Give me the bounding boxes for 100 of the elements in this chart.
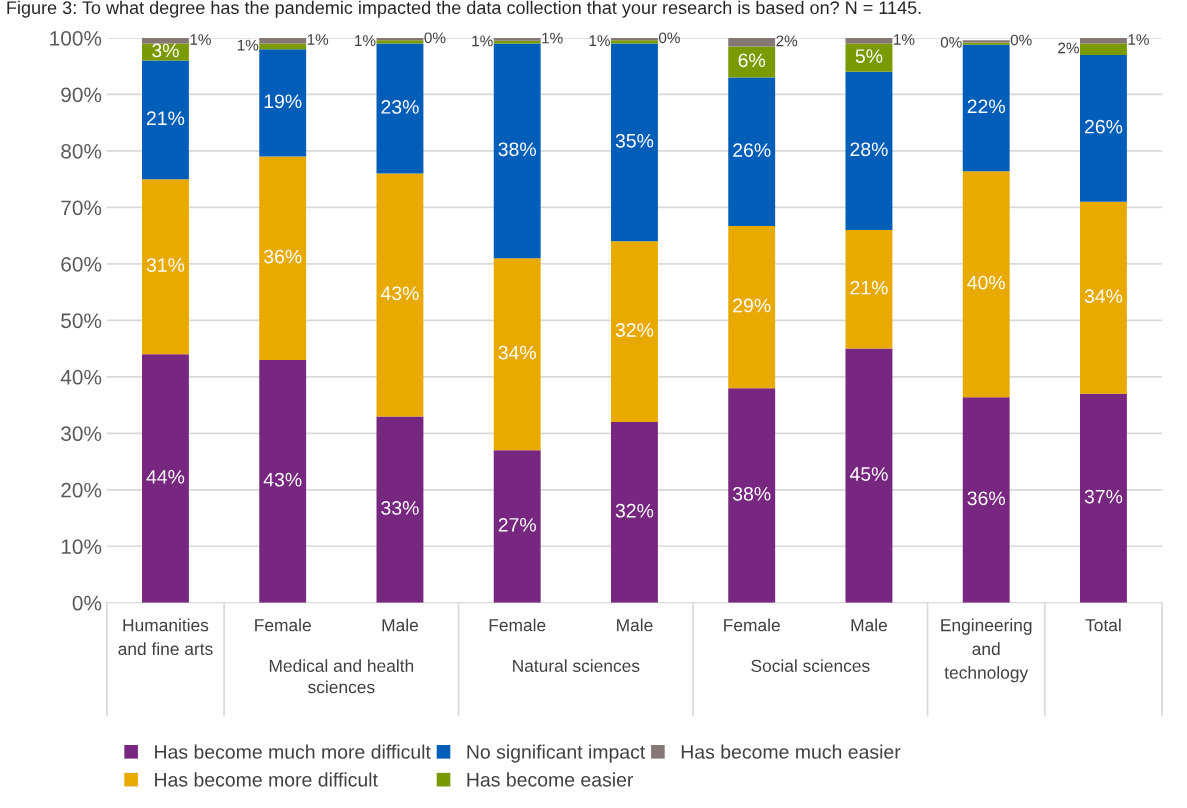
- bar: [728, 46, 776, 78]
- x-tick-label: Female: [724, 618, 780, 632]
- data-label: 2%: [1058, 42, 1079, 54]
- y-tick-label: 90%: [61, 87, 102, 103]
- y-tick-label: 50%: [61, 313, 102, 329]
- y-tick-label: 70%: [61, 200, 102, 216]
- x-tick-label: Male: [851, 618, 887, 632]
- bar: [259, 49, 307, 157]
- bar: [493, 450, 541, 603]
- bar: [493, 258, 541, 451]
- data-label: 40%: [967, 275, 1005, 290]
- data-label: 35%: [615, 133, 654, 148]
- bar: [962, 171, 1010, 398]
- data-label: 5%: [855, 49, 883, 63]
- bar: [376, 416, 424, 603]
- data-label: 0%: [1010, 34, 1032, 46]
- data-label: 36%: [263, 249, 302, 264]
- data-label: 1%: [542, 32, 563, 44]
- chart-title: Figure 3: To what degree has the pandemic impacted the data collection that your research is based on? N = 1145.: [7, 0, 921, 18]
- data-label: 0%: [424, 32, 446, 44]
- data-label: 32%: [615, 323, 654, 337]
- y-tick-label: 30%: [61, 426, 102, 442]
- bar: [611, 43, 658, 242]
- data-label: 1%: [237, 39, 259, 51]
- data-label: 36%: [967, 491, 1005, 506]
- data-label: 32%: [615, 503, 654, 518]
- data-label: 1%: [894, 34, 915, 45]
- legend-label: No significant impact: [467, 744, 646, 763]
- x-tick-label: Total: [1085, 618, 1121, 632]
- data-label: 23%: [381, 100, 419, 114]
- data-label: 1%: [472, 35, 493, 47]
- bar: [845, 71, 893, 231]
- bar: [1080, 201, 1127, 394]
- text: Medical and health sciences: [269, 659, 414, 694]
- data-label: 27%: [498, 517, 536, 532]
- bar: [142, 354, 189, 603]
- x-tick-label: Female: [489, 618, 546, 632]
- data-label: 22%: [967, 99, 1005, 114]
- legend-label: Has become much easier: [681, 744, 901, 759]
- x-tick-label: Male: [617, 618, 653, 632]
- text: Natural sciences: [513, 659, 640, 672]
- legend-label: Has become much more difficult: [155, 744, 431, 759]
- data-label: 21%: [850, 280, 888, 295]
- bar: [259, 156, 307, 360]
- x-tick-label: Male: [382, 618, 418, 632]
- bar: [1080, 43, 1127, 55]
- bar: [376, 173, 424, 417]
- data-label: 45%: [849, 467, 888, 481]
- bar: [142, 60, 189, 180]
- y-tick-label: 40%: [60, 369, 102, 385]
- data-label: 26%: [1084, 119, 1123, 134]
- bar: [493, 43, 541, 259]
- data-label: 29%: [733, 298, 771, 313]
- bar: [142, 179, 189, 355]
- bar: [611, 241, 658, 423]
- legend-label: Has become more difficult: [155, 772, 378, 787]
- data-label: 33%: [381, 501, 419, 515]
- bar: [259, 37, 307, 44]
- data-label: 28%: [850, 142, 888, 157]
- data-label: 0%: [940, 36, 962, 48]
- data-label: 0%: [658, 32, 680, 44]
- data-label: 38%: [498, 142, 536, 157]
- y-tick-label: 20%: [61, 482, 102, 498]
- data-label: 1%: [589, 35, 610, 46]
- bar: [845, 348, 893, 603]
- data-label: 34%: [498, 345, 536, 360]
- y-tick-label: 100%: [50, 30, 102, 46]
- bar: [845, 230, 893, 349]
- bar: [259, 359, 307, 603]
- data-label: 3%: [152, 43, 179, 58]
- y-tick-label: 10%: [61, 539, 102, 555]
- data-label: 1%: [1128, 34, 1149, 45]
- data-label: 1%: [355, 35, 376, 46]
- y-tick-label: 0%: [72, 595, 102, 611]
- bar: [962, 397, 1010, 603]
- bar: [1080, 37, 1127, 44]
- bar: [1080, 54, 1127, 202]
- legend-label: Has become easier: [467, 772, 634, 787]
- bar: [845, 37, 893, 44]
- data-label: 19%: [264, 94, 302, 109]
- data-label: 43%: [263, 472, 302, 487]
- x-tick-label: Female: [255, 618, 311, 632]
- bar: [376, 43, 424, 174]
- data-label: 26%: [733, 143, 771, 157]
- y-tick-label: 60%: [61, 256, 102, 272]
- bar: [611, 422, 658, 603]
- bar: [728, 388, 776, 603]
- bar: [142, 37, 189, 44]
- bar: [728, 77, 776, 227]
- x-tick-label: Engineering and technology: [941, 618, 1032, 683]
- data-label: 43%: [380, 286, 419, 301]
- text: Social sciences: [751, 659, 870, 672]
- y-tick-label: 80%: [61, 143, 102, 159]
- data-label: 34%: [1084, 289, 1123, 303]
- data-label: 1%: [307, 34, 329, 45]
- data-label: 44%: [146, 470, 185, 484]
- bar: [1080, 393, 1127, 603]
- bar: [728, 226, 776, 389]
- bar: [962, 44, 1010, 172]
- data-label: 21%: [146, 111, 185, 126]
